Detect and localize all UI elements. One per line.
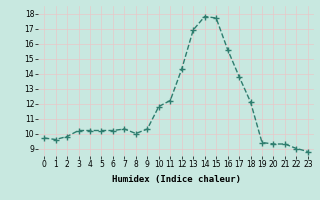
X-axis label: Humidex (Indice chaleur): Humidex (Indice chaleur) xyxy=(111,175,241,184)
